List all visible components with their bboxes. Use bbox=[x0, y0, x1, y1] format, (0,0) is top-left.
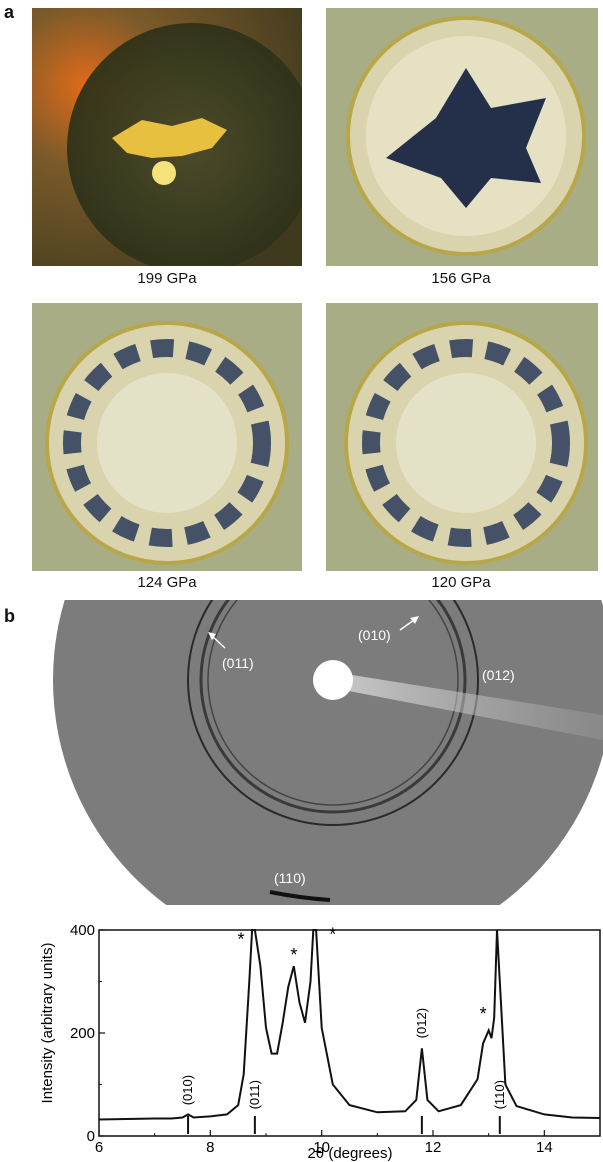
peak-asterisk: * bbox=[290, 945, 297, 965]
peak-asterisk: * bbox=[329, 924, 336, 944]
micrograph-199-gpa bbox=[32, 8, 302, 266]
peak-label: (110) bbox=[492, 1080, 507, 1109]
ring-label-110: (110) bbox=[274, 870, 306, 886]
peak-label: (010) bbox=[180, 1075, 195, 1105]
y-axis-label: Intensity (arbitrary units) bbox=[39, 943, 56, 1104]
peak-asterisk: * bbox=[480, 1004, 487, 1024]
y-tick-label: 400 bbox=[70, 922, 95, 939]
arrow-010 bbox=[399, 619, 415, 631]
panel-b-label: b bbox=[4, 606, 15, 626]
x-axis-label: 2θ (degrees) bbox=[307, 1145, 392, 1162]
xrd-intensity-chart: 6 8 10 12 14 0 200 400 (010) (011) (012) (110) * * * *… bbox=[39, 922, 601, 1162]
x-tick-label: 6 bbox=[95, 1139, 103, 1156]
ring-label-010: (010) bbox=[358, 627, 391, 643]
chart-axes: 6 8 10 12 14 0 200 400 bbox=[70, 922, 601, 1156]
arrow-011-head bbox=[208, 632, 216, 640]
ring-label-011: (011) bbox=[222, 655, 254, 671]
peak-label: (011) bbox=[247, 1080, 262, 1109]
peak-label: (012) bbox=[414, 1008, 429, 1038]
micrograph-156-gpa bbox=[326, 8, 598, 266]
diffraction-image: (011) (010) (012) (110) bbox=[53, 600, 603, 905]
panel-a-label: a bbox=[4, 2, 15, 22]
arrow-011 bbox=[211, 635, 226, 649]
caption-199-gpa: 199 GPa bbox=[137, 270, 197, 287]
y-tick-label: 200 bbox=[70, 1025, 95, 1042]
ring-label-012: (012) bbox=[482, 667, 515, 683]
y-tick-label: 0 bbox=[87, 1128, 95, 1145]
x-tick-label: 10 bbox=[313, 1139, 330, 1156]
reflection-tick-marks bbox=[187, 1116, 501, 1134]
caption-156-gpa: 156 GPa bbox=[431, 270, 491, 287]
x-tick-label: 12 bbox=[425, 1139, 442, 1156]
micrograph-120-gpa bbox=[326, 303, 598, 571]
x-tick-label: 8 bbox=[206, 1139, 214, 1156]
x-tick-label: 14 bbox=[536, 1139, 553, 1156]
chart-annotations: (010) (011) (012) (110) * * * * bbox=[180, 924, 507, 1109]
caption-120-gpa: 120 GPa bbox=[431, 574, 491, 591]
micrograph-124-gpa bbox=[32, 303, 302, 571]
peak-asterisk: * bbox=[237, 929, 244, 949]
caption-124-gpa: 124 GPa bbox=[137, 574, 197, 591]
xrd-series-line bbox=[98, 929, 601, 1121]
arrow-010-head bbox=[410, 616, 419, 624]
